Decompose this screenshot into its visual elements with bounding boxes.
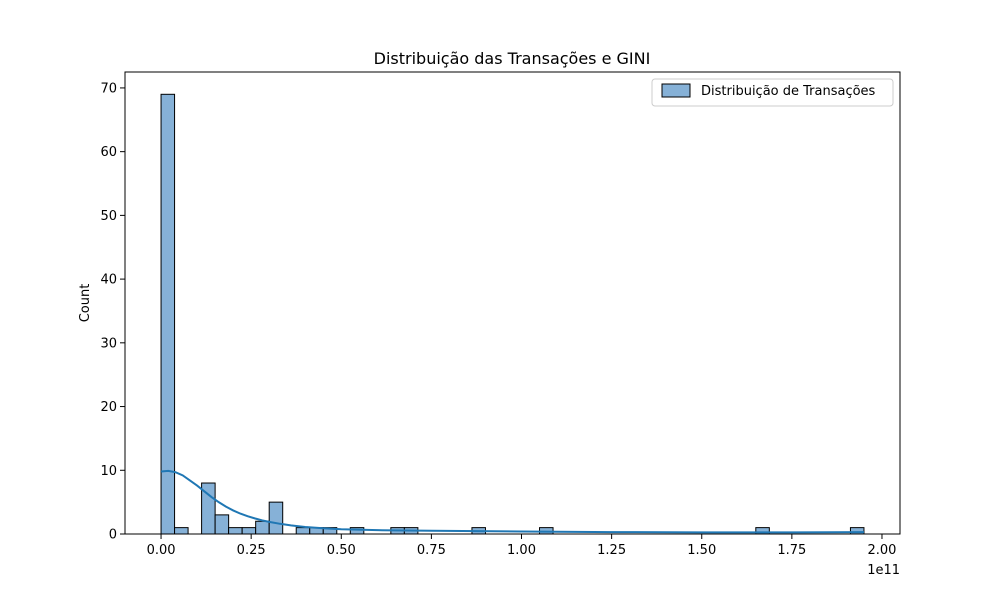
plot-frame [124, 71, 901, 535]
legend-box [651, 78, 894, 107]
y-tick-label: 30 [100, 336, 117, 351]
x-axis-offset-label: 1e11 [867, 563, 900, 578]
kde-line [160, 469, 864, 534]
y-axis-ticks: 0 10 20 30 40 50 60 70 [100, 81, 125, 543]
histogram-bar [160, 93, 176, 535]
x-tick-label: 1.25 [597, 543, 626, 558]
histogram-bar [241, 527, 257, 535]
x-tick-label: 0.50 [327, 543, 356, 558]
y-tick-label: 50 [100, 209, 117, 224]
legend-label: Distribuição de Transações [701, 84, 876, 99]
histogram-bar [228, 527, 243, 535]
y-tick-label: 10 [100, 464, 117, 479]
x-tick-label: 1.50 [687, 543, 716, 558]
x-tick-label: 0.00 [147, 543, 176, 558]
histogram-bar [295, 527, 311, 535]
kde-curve-group [160, 469, 864, 534]
histogram-bar [255, 520, 270, 535]
x-tick-label: 1.75 [777, 543, 806, 558]
y-tick-label: 40 [100, 273, 117, 288]
histogram-bar [268, 501, 284, 535]
histogram-bar [214, 514, 230, 535]
legend-swatch [661, 83, 691, 98]
x-tick-label: 0.25 [237, 543, 266, 558]
histogram-bar [174, 527, 189, 535]
x-tick-label: 0.75 [417, 543, 446, 558]
chart-title: Distribuição das Transações e GINI [374, 49, 651, 68]
y-tick-label: 70 [100, 81, 117, 96]
x-tick-label: 2.00 [868, 543, 897, 558]
x-axis-ticks: 0.00 0.25 0.50 0.75 1.00 1.25 1.50 1.75 2.00 [147, 534, 897, 558]
y-axis-label: Count [78, 284, 93, 323]
x-tick-label: 1.00 [507, 543, 536, 558]
y-tick-label: 60 [100, 145, 117, 160]
legend: Distribuição de Transações [651, 78, 894, 107]
y-tick-label: 20 [100, 400, 117, 415]
y-tick-label: 0 [109, 528, 117, 543]
